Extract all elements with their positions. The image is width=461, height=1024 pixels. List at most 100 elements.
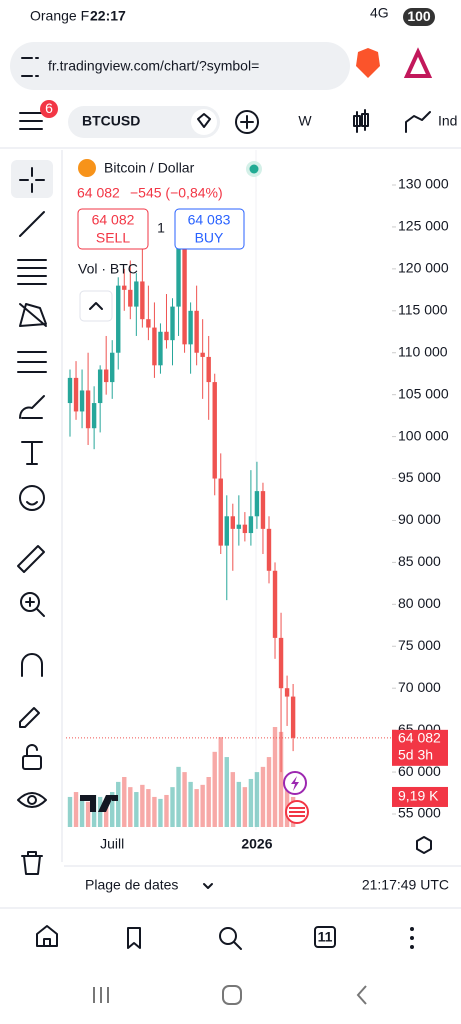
fib[interactable] xyxy=(17,259,47,285)
date-range[interactable]: Plage de dates xyxy=(85,877,178,893)
sell-price[interactable]: 64 082 xyxy=(92,212,135,228)
candle-body xyxy=(73,377,79,412)
ruler[interactable] xyxy=(17,545,45,573)
trash[interactable] xyxy=(21,851,43,875)
candle-body xyxy=(236,524,242,529)
sys-recent[interactable] xyxy=(93,987,109,1003)
sell-button[interactable] xyxy=(77,208,149,250)
indicator-icon[interactable] xyxy=(405,111,431,133)
volume-bar xyxy=(73,792,79,827)
x-tick-label: Juill xyxy=(100,836,124,852)
volume-bar xyxy=(248,778,254,827)
volume-title: Vol · BTC xyxy=(78,261,138,277)
volume-bar xyxy=(284,777,290,827)
volume-bar xyxy=(152,796,157,827)
symbol-pill[interactable] xyxy=(68,106,220,138)
candle-body xyxy=(200,352,205,357)
candle-body xyxy=(122,285,127,290)
volume-tag-value: 9,19 K xyxy=(398,788,439,804)
tv-logo xyxy=(80,795,118,812)
y-tick-label: 70 000 xyxy=(398,679,441,695)
plus xyxy=(240,115,254,129)
buy-label[interactable]: BUY xyxy=(195,230,224,246)
candle-body xyxy=(254,491,260,517)
volume-bar xyxy=(242,787,248,827)
symbol-icon[interactable] xyxy=(191,109,217,135)
candle-body xyxy=(218,478,223,546)
magnet[interactable] xyxy=(21,653,43,677)
y-tick-label: 60 000 xyxy=(398,763,441,779)
candle-body xyxy=(176,239,181,307)
volume-bar xyxy=(103,798,109,827)
settings[interactable] xyxy=(416,836,432,854)
compare[interactable] xyxy=(235,110,259,134)
volume-bar xyxy=(122,777,127,827)
site-settings[interactable] xyxy=(21,57,39,77)
y-tick-label: 100 000 xyxy=(398,427,449,443)
network: 4G xyxy=(370,5,389,21)
candle-body xyxy=(284,688,290,697)
collapse[interactable] xyxy=(79,290,113,322)
y-tick-label: 90 000 xyxy=(398,511,441,527)
smile xyxy=(26,501,38,506)
sell-label[interactable]: SELL xyxy=(96,230,130,246)
clock-utc[interactable]: 21:17:49 UTC xyxy=(362,877,449,893)
candle-body xyxy=(134,281,139,307)
rewards-icon[interactable] xyxy=(403,47,433,78)
url-bar[interactable] xyxy=(10,42,350,90)
brush[interactable] xyxy=(19,395,45,419)
candle-body xyxy=(230,516,236,529)
visibility[interactable] xyxy=(17,792,47,808)
volume-bar xyxy=(176,766,181,827)
price-tag xyxy=(392,729,448,766)
volume-bar xyxy=(230,772,236,827)
brave-icon[interactable] xyxy=(356,48,380,78)
diamond xyxy=(197,113,211,128)
menu[interactable] xyxy=(19,112,43,130)
battery xyxy=(403,8,435,26)
chevron-down xyxy=(203,883,213,889)
volume-bar xyxy=(170,787,175,827)
interval[interactable]: W xyxy=(298,113,312,129)
volume-bar xyxy=(67,796,73,827)
volume-bar xyxy=(158,798,163,827)
nav-bookmarks[interactable] xyxy=(127,927,141,949)
trend-line[interactable] xyxy=(19,211,45,237)
volume-bar xyxy=(224,757,229,827)
candle-body xyxy=(182,239,187,345)
nav-tabs[interactable] xyxy=(314,926,336,948)
chart-type[interactable] xyxy=(353,109,369,133)
unlock[interactable] xyxy=(22,755,42,770)
crosshair[interactable] xyxy=(19,167,45,193)
candle-body xyxy=(158,331,163,366)
lock-drawing[interactable] xyxy=(19,707,40,728)
volume-bar xyxy=(140,784,145,827)
volume-bar xyxy=(194,789,199,827)
buy-button[interactable] xyxy=(174,208,245,250)
candle-body xyxy=(140,281,145,320)
chart-title: Bitcoin / Dollar xyxy=(104,160,195,176)
projection[interactable] xyxy=(17,351,47,373)
indicators[interactable]: Ind xyxy=(438,113,457,129)
candle-body xyxy=(260,491,266,529)
candle-body xyxy=(85,390,91,429)
nav-home[interactable] xyxy=(36,925,58,947)
change: −545 (−0,84%) xyxy=(130,185,223,201)
volume-bar xyxy=(266,757,272,827)
patterns[interactable] xyxy=(19,303,47,327)
tab-count[interactable]: 11 xyxy=(318,929,333,945)
symbol[interactable]: BTCUSD xyxy=(82,113,140,129)
tool-active[interactable] xyxy=(11,160,53,198)
sys-back[interactable] xyxy=(356,985,367,1005)
badge-count: 6 xyxy=(45,100,53,116)
zoom[interactable] xyxy=(20,592,40,612)
volume-bar xyxy=(128,787,133,827)
emoji[interactable] xyxy=(19,485,45,511)
text-tool[interactable] xyxy=(21,441,43,465)
candle-body xyxy=(206,356,211,383)
sys-home[interactable] xyxy=(222,985,242,1005)
url[interactable]: fr.tradingview.com/chart/?symbol= xyxy=(48,58,259,74)
y-tick-label: 105 000 xyxy=(398,385,449,401)
nav-search[interactable] xyxy=(219,927,237,945)
buy-price[interactable]: 64 083 xyxy=(188,212,231,228)
